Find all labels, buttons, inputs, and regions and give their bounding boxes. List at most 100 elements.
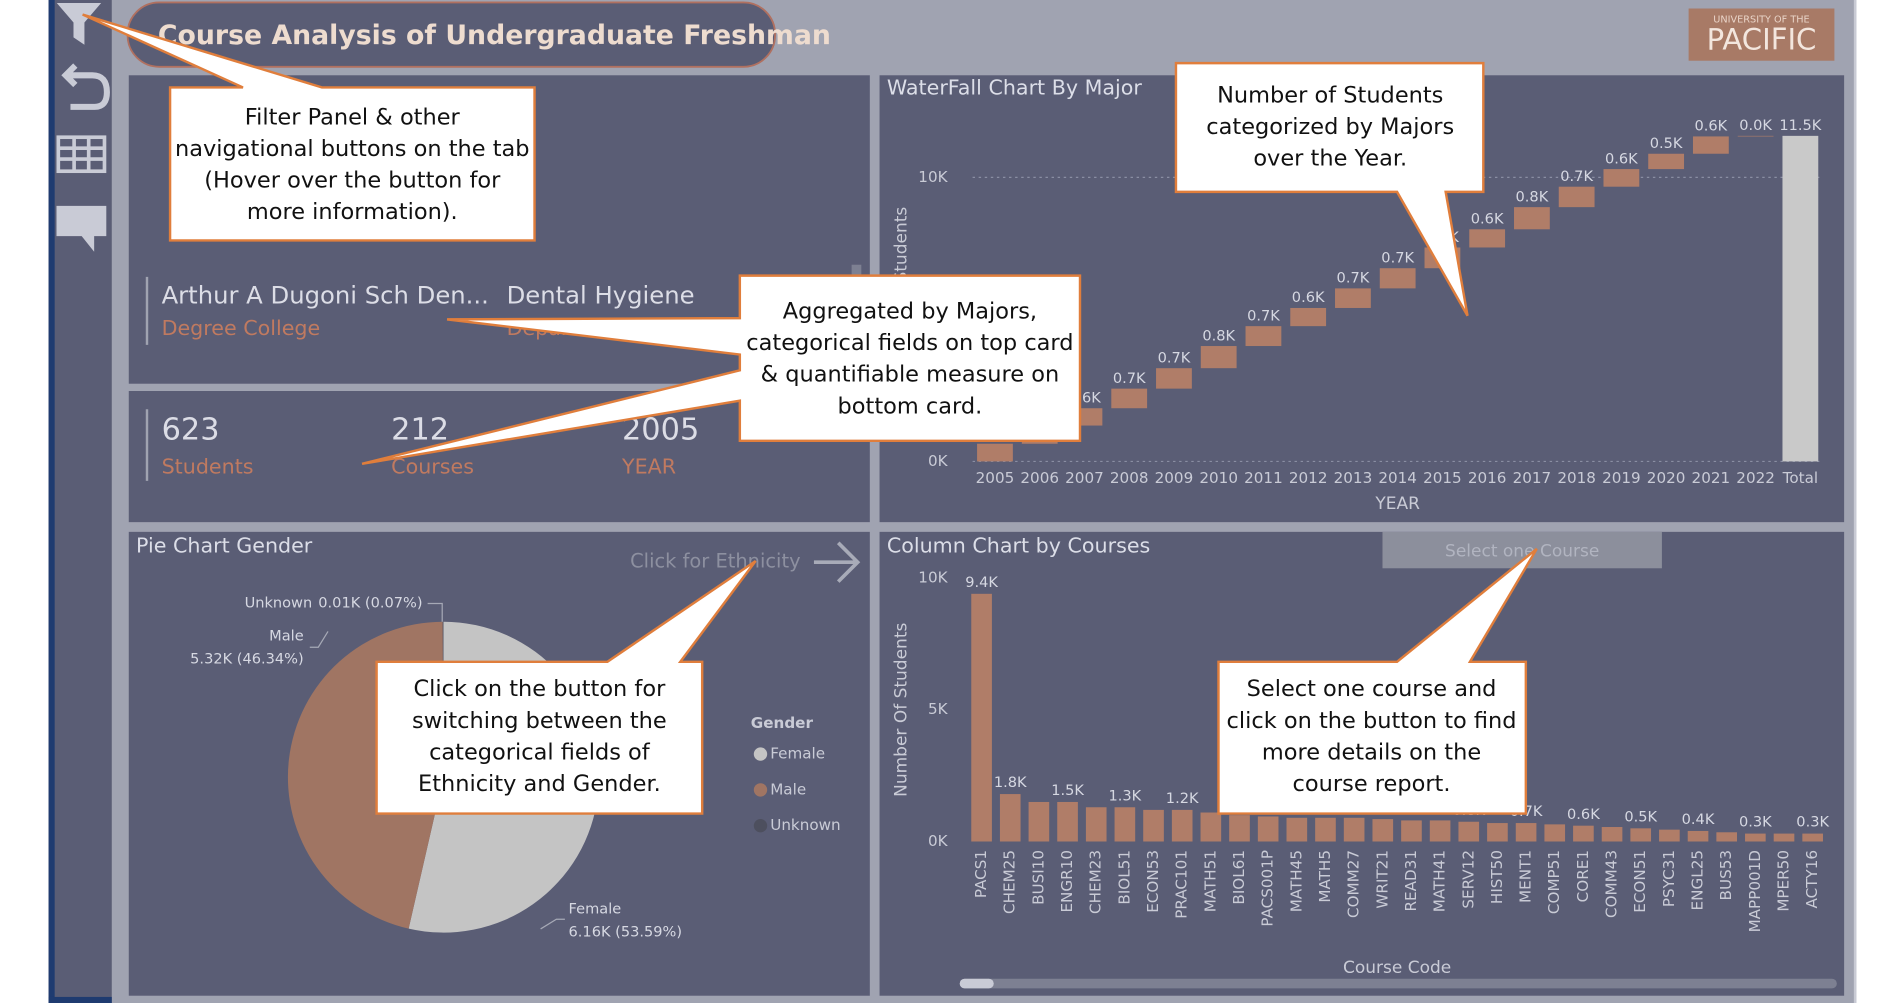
x-tick-label: 2017 xyxy=(1513,469,1552,487)
waterfall-bar xyxy=(1200,346,1237,369)
legend-marker xyxy=(753,783,768,797)
bar xyxy=(1630,828,1652,842)
waterfall-bar xyxy=(1737,135,1774,137)
data-label: 0.7K xyxy=(1381,249,1414,266)
callout-text: Number of Students xyxy=(1217,82,1443,108)
data-label: 0.7K xyxy=(1247,307,1280,324)
waterfall-bar xyxy=(1648,153,1685,170)
waterfall-bar xyxy=(1558,186,1595,208)
x-tick-label: 2015 xyxy=(1423,469,1462,487)
callout-text: & quantifiable measure on xyxy=(761,362,1060,388)
x-tick-label: MAPP001D xyxy=(1746,850,1764,932)
callout-text: categorical fields of xyxy=(429,739,651,765)
bar xyxy=(1458,821,1480,842)
x-tick-label: BIOL61 xyxy=(1230,850,1248,905)
x-tick-label: 2022 xyxy=(1736,469,1775,487)
waterfall-bar xyxy=(977,443,1013,462)
data-label: 0.5K xyxy=(1650,135,1683,152)
y-tick-label: 10K xyxy=(918,569,948,587)
legend-marker xyxy=(753,747,768,761)
x-tick-label: 2020 xyxy=(1647,469,1686,487)
callout-box xyxy=(1217,547,1538,815)
legend-marker xyxy=(753,819,768,833)
course-button[interactable]: Select one Course xyxy=(1382,531,1662,569)
arrow-icon xyxy=(813,541,861,583)
back-button[interactable] xyxy=(61,63,110,110)
data-label: 0.3K xyxy=(1739,814,1772,831)
callout-text: over the Year. xyxy=(1253,146,1407,172)
chart-title: Pie Chart Gender xyxy=(136,533,313,557)
bar xyxy=(1229,815,1250,842)
bar xyxy=(1773,833,1795,842)
x-tick-label: READ31 xyxy=(1402,850,1420,911)
bar xyxy=(1745,833,1766,842)
measure-label: YEAR xyxy=(621,455,676,479)
callout-box xyxy=(375,559,757,815)
leader-line xyxy=(427,602,443,622)
data-label: 1.8K xyxy=(994,774,1027,791)
measure-value: 212 xyxy=(391,413,449,448)
x-tick-label: CORE1 xyxy=(1574,850,1592,902)
callout-text: Aggregated by Majors, xyxy=(783,299,1037,325)
logo-top: UNIVERSITY OF THE xyxy=(1713,14,1809,25)
legend-label: Female xyxy=(770,745,825,763)
comment-button[interactable] xyxy=(56,205,107,252)
x-tick-label: HIST50 xyxy=(1488,850,1506,904)
callout-box xyxy=(82,13,536,242)
callout-text: more information). xyxy=(247,199,458,225)
chart-title: WaterFall Chart By Major xyxy=(887,76,1143,100)
scrollbar[interactable] xyxy=(959,978,1837,989)
filter-button[interactable] xyxy=(56,3,102,45)
filter-label: Degree College xyxy=(162,316,321,340)
waterfall-bar xyxy=(1692,136,1729,154)
nav-border xyxy=(48,0,55,1003)
y-tick-label: 0K xyxy=(928,452,949,470)
x-tick-label: 2007 xyxy=(1065,469,1104,487)
dashboard-title: Course Analysis of Undergraduate Freshma… xyxy=(158,20,831,51)
button-label: Select one Course xyxy=(1445,541,1599,561)
x-tick-label: PACS1 xyxy=(972,850,990,898)
nav-icons xyxy=(56,3,110,252)
bar xyxy=(1200,812,1222,842)
x-tick-label: 2011 xyxy=(1244,469,1283,487)
callout-text: click on the button to find xyxy=(1227,708,1517,734)
table-button[interactable] xyxy=(56,135,107,174)
callouts: Filter Panel & other navigational buttons… xyxy=(82,13,1538,815)
waterfall-bar xyxy=(1245,326,1282,347)
leader-line xyxy=(309,631,329,648)
chart-title: Column Chart by Courses xyxy=(887,533,1150,557)
y-tick-label: 0K xyxy=(928,832,949,850)
data-label: 0.8K xyxy=(1202,327,1235,344)
bar xyxy=(1343,817,1365,842)
bar xyxy=(1429,820,1451,842)
x-tick-label: BUSI10 xyxy=(1029,850,1047,905)
x-tick-label: 2016 xyxy=(1468,469,1507,487)
x-tick-label: PSYC31 xyxy=(1660,850,1678,907)
bar xyxy=(1114,807,1136,842)
callout-box xyxy=(1174,61,1485,317)
legend-label: Male xyxy=(770,780,806,798)
x-tick-label: PACS001P xyxy=(1259,850,1277,927)
waterfall-bar xyxy=(1156,368,1192,389)
data-label: 0.3K xyxy=(1796,814,1829,831)
button-label: Click for Ethnicity xyxy=(630,550,800,573)
x-tick-label: 2010 xyxy=(1199,469,1238,487)
data-label: 0.6K xyxy=(1292,289,1325,306)
data-label: 0.6K xyxy=(1567,806,1600,823)
bar xyxy=(1143,809,1164,842)
waterfall-bar xyxy=(1290,307,1327,327)
callout-text: (Hover over the button for xyxy=(204,167,501,193)
bar xyxy=(1028,801,1050,842)
y-tick-label: 10K xyxy=(918,168,948,186)
logo xyxy=(1688,8,1835,61)
ethnicity-button[interactable]: Click for Ethnicity xyxy=(630,541,861,583)
x-tick-label: MATH5 xyxy=(1316,850,1334,903)
scroll-thumb[interactable] xyxy=(959,978,994,989)
bar xyxy=(1687,830,1709,842)
data-label: 0.7K xyxy=(1337,270,1370,287)
bar xyxy=(1601,827,1623,842)
waterfall-bar xyxy=(1469,229,1506,248)
x-axis-title: YEAR xyxy=(1374,494,1420,514)
leader-line xyxy=(540,918,565,930)
